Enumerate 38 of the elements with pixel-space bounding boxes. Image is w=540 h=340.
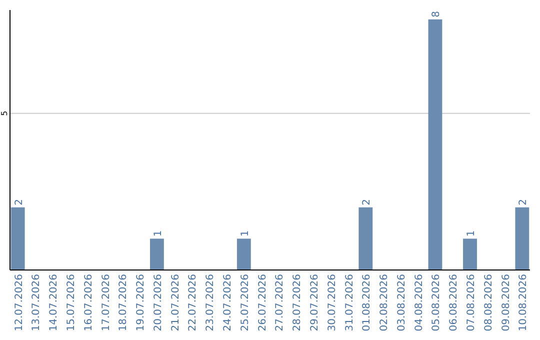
x-tick-label: 13.07.2026 xyxy=(31,274,42,332)
data-label: 2 xyxy=(518,198,530,206)
x-tick-label: 27.07.2026 xyxy=(274,274,286,332)
data-label: 1 xyxy=(466,230,477,237)
x-tick-label: 30.07.2026 xyxy=(326,274,338,332)
x-tick-label: 01.08.2026 xyxy=(362,274,373,332)
x-tick-label: 14.07.2026 xyxy=(48,274,60,332)
x-tick-label: 09.08.2026 xyxy=(500,274,512,332)
x-tick-label: 23.07.2026 xyxy=(205,274,216,332)
x-tick-label: 05.08.2026 xyxy=(431,274,442,332)
data-label: 2 xyxy=(14,198,25,206)
y-tick-label: 5 xyxy=(0,110,9,116)
x-tick-label: 07.08.2026 xyxy=(466,274,477,332)
x-tick-label: 04.08.2026 xyxy=(414,274,425,332)
data-label: 2 xyxy=(362,198,373,206)
data-label: 1 xyxy=(240,230,251,237)
x-tick-label: 18.07.2026 xyxy=(118,274,130,332)
x-tick-label: 24.07.2026 xyxy=(222,274,234,332)
x-tick-label: 12.07.2026 xyxy=(14,274,25,332)
x-tick-label: 10.08.2026 xyxy=(518,274,530,332)
x-tick-label: 22.07.2026 xyxy=(188,274,199,332)
x-tick-label: 02.08.2026 xyxy=(379,274,390,332)
x-tick-label: 26.07.2026 xyxy=(257,274,268,332)
x-tick-label: 28.07.2026 xyxy=(292,274,304,332)
x-tick-label: 29.07.2026 xyxy=(309,274,320,332)
x-tick-label: 21.07.2026 xyxy=(170,274,182,332)
x-tick-label: 08.08.2026 xyxy=(483,274,494,332)
data-label: 8 xyxy=(431,11,442,18)
x-tick-label: 15.07.2026 xyxy=(66,274,77,332)
x-tick-label: 17.07.2026 xyxy=(100,274,112,332)
x-tick-label: 19.07.2026 xyxy=(136,274,147,332)
x-tick-label: 06.08.2026 xyxy=(448,274,460,332)
x-tick-label: 25.07.2026 xyxy=(240,274,251,332)
x-tick-label: 03.08.2026 xyxy=(396,274,408,332)
x-tick-label: 31.07.2026 xyxy=(344,274,356,332)
x-tick-label: 16.07.2026 xyxy=(83,274,94,332)
data-label: 1 xyxy=(152,230,164,237)
x-tick-label: 20.07.2026 xyxy=(152,274,164,332)
